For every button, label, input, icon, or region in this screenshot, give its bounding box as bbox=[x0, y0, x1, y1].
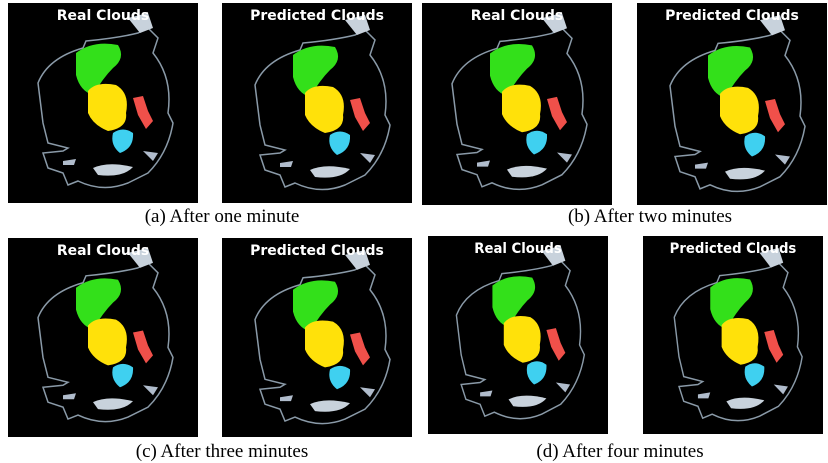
image-label: Real Clouds bbox=[57, 8, 149, 24]
cloud-image: Predicted Clouds bbox=[222, 3, 412, 203]
caption: (a) After one minute bbox=[145, 206, 300, 228]
cloud-image: Real Clouds bbox=[8, 238, 198, 437]
image-label: Real Clouds bbox=[57, 243, 149, 259]
caption: (c) After three minutes bbox=[136, 441, 309, 463]
image-label: Predicted Clouds bbox=[250, 8, 384, 24]
image-label: Predicted Clouds bbox=[250, 243, 384, 259]
image-label: Predicted Clouds bbox=[670, 241, 797, 257]
image-label: Predicted Clouds bbox=[665, 8, 799, 24]
image-label: Real Clouds bbox=[471, 8, 563, 24]
cloud-image: Predicted Clouds bbox=[637, 3, 827, 205]
caption: (d) After four minutes bbox=[536, 441, 703, 463]
caption: (b) After two minutes bbox=[568, 206, 732, 228]
cloud-image: Predicted Clouds bbox=[643, 236, 823, 434]
cloud-image: Real Clouds bbox=[428, 236, 608, 434]
figure: Real Clouds Predicted Clouds (a) After one… bbox=[0, 0, 828, 462]
image-label: Real Clouds bbox=[474, 241, 561, 257]
cloud-image: Real Clouds bbox=[422, 3, 612, 205]
cloud-image: Predicted Clouds bbox=[222, 238, 412, 437]
cloud-image: Real Clouds bbox=[8, 3, 198, 203]
